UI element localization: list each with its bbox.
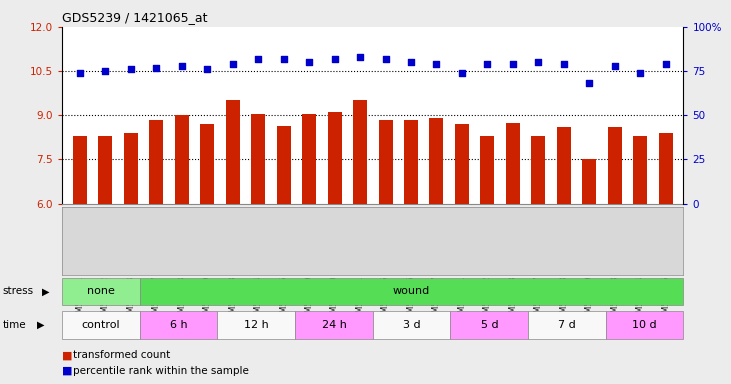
Text: ▶: ▶ [42,286,50,296]
Bar [528,311,606,339]
Text: stress: stress [2,286,34,296]
Bar [557,127,571,204]
Text: ■: ■ [62,366,72,376]
Text: ▶: ▶ [37,320,44,330]
Point [456,70,468,76]
Text: 7 d: 7 d [558,320,576,330]
Bar [659,133,673,204]
Text: 5 d: 5 d [480,320,498,330]
Bar [506,122,520,204]
Point [532,59,544,65]
Bar [200,124,214,204]
Text: time: time [2,320,26,330]
Bar [175,115,189,204]
Point [176,63,188,69]
Bar [450,311,528,339]
Text: percentile rank within the sample: percentile rank within the sample [73,366,249,376]
Bar [353,101,367,204]
Bar [251,114,265,204]
Text: GDS5239 / 1421065_at: GDS5239 / 1421065_at [62,12,208,25]
Bar [373,311,450,339]
Bar [62,311,140,339]
Point [558,61,569,67]
Text: control: control [82,320,121,330]
Point [252,56,264,62]
Point [431,61,442,67]
Point [278,56,289,62]
Point [202,66,213,72]
Text: ■: ■ [62,350,72,360]
Bar [124,133,138,204]
Point [609,63,621,69]
Bar [140,278,683,305]
Bar [302,114,316,204]
Bar [531,136,545,204]
Text: 3 d: 3 d [403,320,420,330]
Bar [633,136,647,204]
Bar [140,311,218,339]
Bar [99,136,113,204]
Point [379,56,391,62]
Bar [327,112,341,204]
Bar [480,136,494,204]
Bar [455,124,469,204]
Bar [583,159,596,204]
Bar [149,120,163,204]
Point [355,54,366,60]
Point [635,70,646,76]
Bar [607,127,622,204]
Bar [404,120,418,204]
Bar [430,118,444,204]
Bar [606,311,683,339]
Bar [73,136,87,204]
Text: wound: wound [393,286,431,296]
Bar [62,278,140,305]
Point [329,56,341,62]
Point [99,68,111,74]
Point [74,70,86,76]
Text: transformed count: transformed count [73,350,170,360]
Text: 12 h: 12 h [244,320,269,330]
Point [303,59,315,65]
Bar [379,120,393,204]
Bar [276,126,291,204]
Point [660,61,672,67]
Text: 24 h: 24 h [322,320,346,330]
Point [405,59,417,65]
Text: 10 d: 10 d [632,320,657,330]
Point [227,61,238,67]
Bar [226,101,240,204]
Bar [218,311,295,339]
Bar [295,311,373,339]
Point [151,65,162,71]
Point [125,66,137,72]
Point [482,61,493,67]
Point [583,80,595,86]
Point [507,61,519,67]
Text: 6 h: 6 h [170,320,187,330]
Text: none: none [87,286,115,296]
